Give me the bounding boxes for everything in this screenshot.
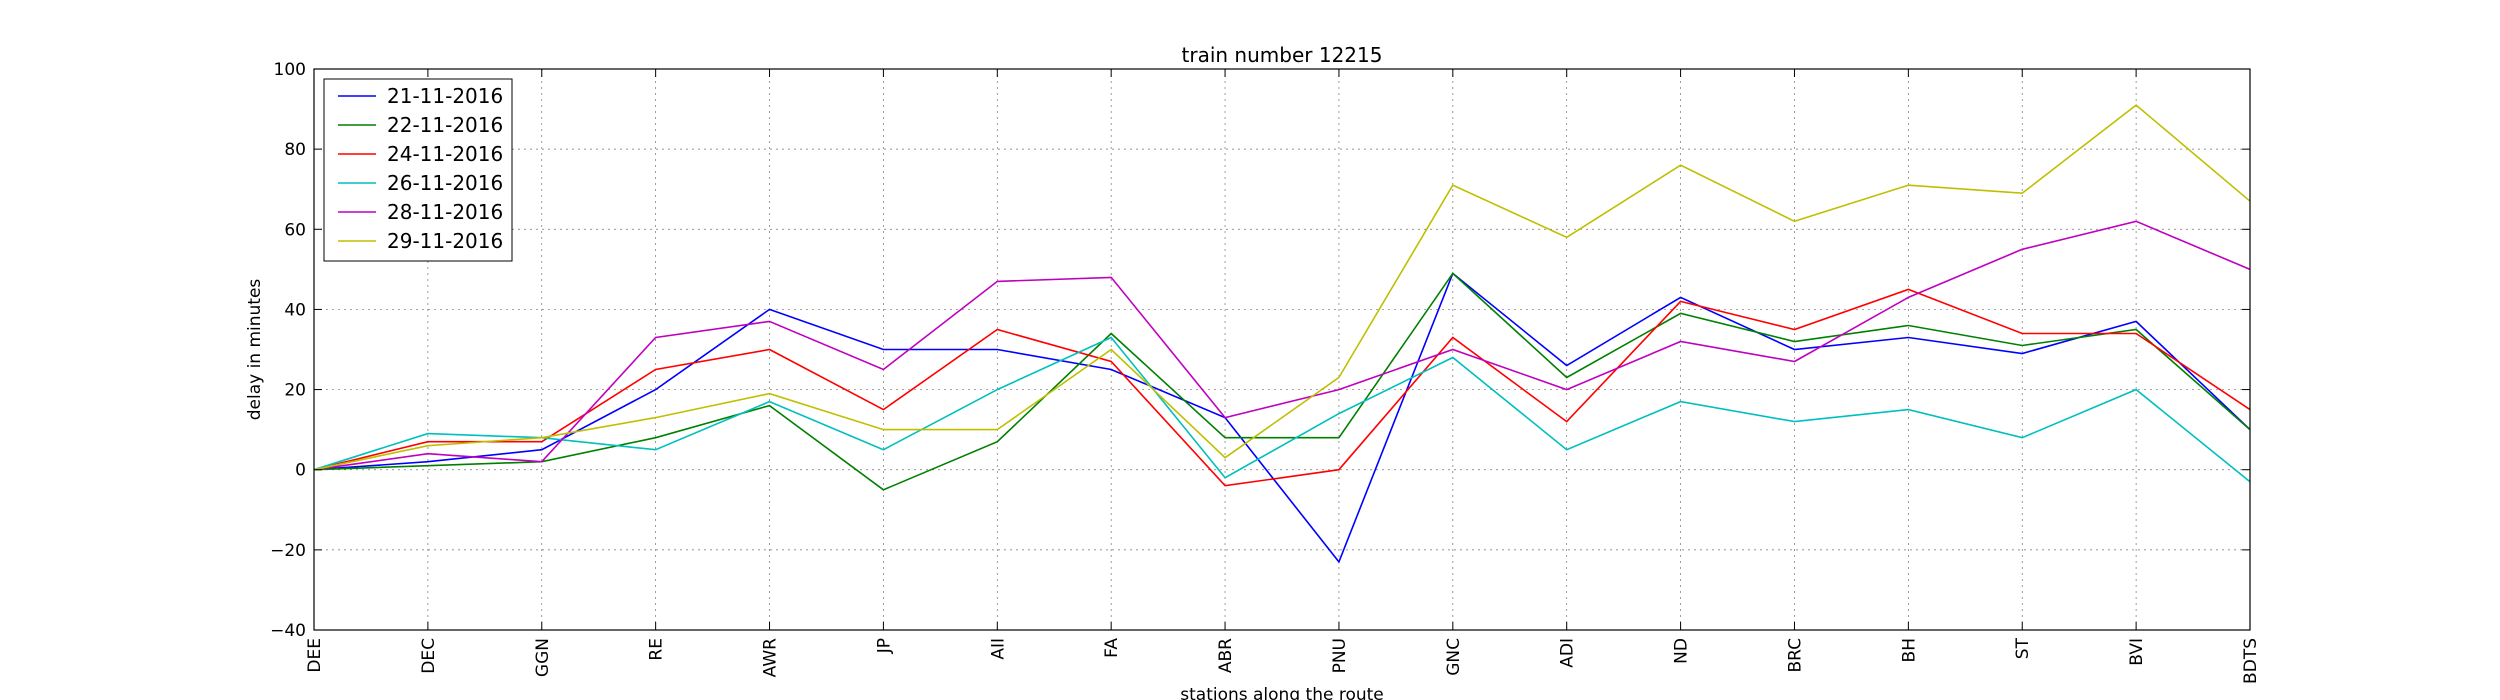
legend-label: 21-11-2016 xyxy=(387,84,503,108)
legend-label: 28-11-2016 xyxy=(387,200,503,224)
x-axis-label: stations along the route xyxy=(1180,685,1384,700)
x-tick-label-awr: AWR xyxy=(761,638,781,678)
x-tick-label-ggn: GGN xyxy=(533,638,553,677)
y-axis-label: delay in minutes xyxy=(245,279,265,421)
x-tick-label-brc: BRC xyxy=(1785,638,1805,673)
legend-label: 26-11-2016 xyxy=(387,171,503,195)
chart-title: train number 12215 xyxy=(1182,43,1383,67)
legend-label: 29-11-2016 xyxy=(387,229,503,253)
series-line-29-11-2016 xyxy=(313,104,2251,471)
axis-ticks: −40 −20 0 20 40 60 80 100 DEE DEC GGN RE AWR JP AII FA A… xyxy=(270,60,2261,684)
x-tick-label-bh: BH xyxy=(1899,638,1919,662)
y-tick-label: 80 xyxy=(284,140,306,160)
series-line-21-11-2016 xyxy=(313,272,2251,564)
y-tick-label: 20 xyxy=(284,381,306,401)
y-tick-label: −20 xyxy=(270,541,306,561)
x-tick-label-bvi: BVI xyxy=(2127,638,2147,666)
x-tick-label-fa: FA xyxy=(1102,638,1122,658)
y-tick-label: 100 xyxy=(274,60,306,80)
legend-label: 22-11-2016 xyxy=(387,113,503,137)
y-tick-label: −40 xyxy=(270,621,306,641)
series-lines xyxy=(313,104,2251,564)
y-tick-label: 40 xyxy=(284,300,306,320)
x-tick-label-st: ST xyxy=(2013,637,2033,659)
grid xyxy=(313,68,2251,631)
x-tick-label-gnc: GNC xyxy=(1444,638,1464,676)
x-tick-label-bdts: BDTS xyxy=(2241,638,2261,684)
series-line-22-11-2016 xyxy=(313,272,2251,491)
legend-box xyxy=(323,78,513,262)
plot-frame xyxy=(313,68,2251,631)
series-line-26-11-2016 xyxy=(313,336,2251,483)
legend: 21-11-2016 22-11-2016 24-11-2016 26-11-2016… xyxy=(323,78,513,262)
series-line-24-11-2016 xyxy=(313,288,2251,487)
x-tick-label-adi: ADI xyxy=(1558,638,1578,668)
x-tick-label-dec: DEC xyxy=(419,638,439,674)
x-tick-label-jp: JP xyxy=(874,638,894,654)
x-tick-label-nd: ND xyxy=(1672,638,1692,664)
y-tick-label: 60 xyxy=(284,220,306,240)
series-line-28-11-2016 xyxy=(313,220,2251,471)
x-tick-label-pnu: PNU xyxy=(1330,638,1350,673)
x-tick-label-re: RE xyxy=(647,638,667,661)
legend-label: 24-11-2016 xyxy=(387,142,503,166)
x-tick-label-abr: ABR xyxy=(1216,638,1236,673)
x-tick-label-aii: AII xyxy=(988,638,1008,660)
y-tick-label: 0 xyxy=(295,461,306,481)
x-tick-label-dee: DEE xyxy=(305,638,325,673)
